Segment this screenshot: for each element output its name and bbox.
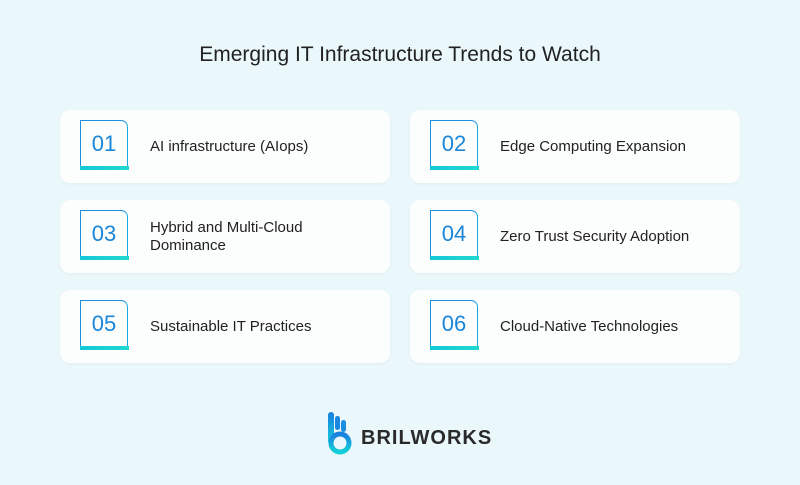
page-title: Emerging IT Infrastructure Trends to Wat… [199, 43, 601, 66]
brilworks-logo: BRILWORKS [327, 410, 492, 456]
brilworks-logo-icon [328, 412, 352, 455]
trend-label: AI infrastructure (AIops) [150, 137, 309, 155]
trend-card: 03 Hybrid and Multi-Cloud Dominance [60, 200, 390, 273]
trend-number: 05 [79, 300, 129, 350]
trend-label: Zero Trust Security Adoption [500, 227, 690, 245]
trend-number: 01 [79, 120, 129, 170]
trend-label: Edge Computing Expansion [500, 137, 686, 155]
trend-card: 02 Edge Computing Expansion [410, 110, 740, 183]
trend-card: 06 Cloud-Native Technologies [410, 290, 740, 363]
trend-label: Cloud-Native Technologies [500, 317, 679, 335]
trend-number: 04 [429, 210, 479, 260]
trend-number: 06 [429, 300, 479, 350]
trend-card: 05 Sustainable IT Practices [60, 290, 390, 363]
trend-label: Sustainable IT Practices [150, 317, 312, 335]
trend-card: 01 AI infrastructure (AIops) [60, 110, 390, 183]
trend-number: 02 [429, 120, 479, 170]
trend-number: 03 [79, 210, 129, 260]
trend-label: Hybrid and Multi-Cloud Dominance [150, 218, 303, 254]
trend-card: 04 Zero Trust Security Adoption [410, 200, 740, 273]
brand-name: BRILWORKS [361, 427, 493, 449]
